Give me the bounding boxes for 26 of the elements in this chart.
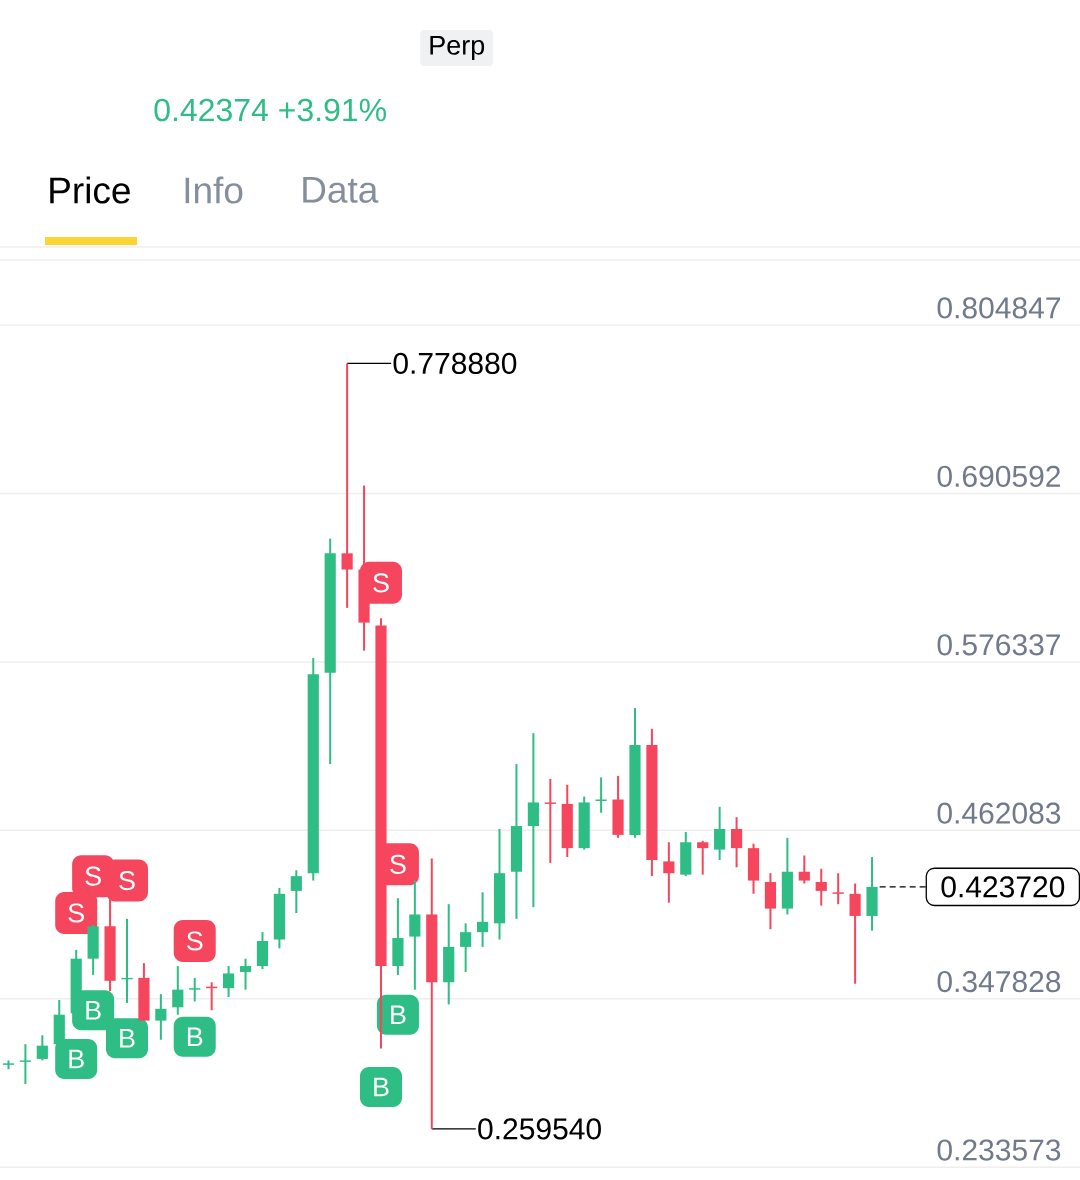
y-tick-label: 0.690592 — [937, 465, 1060, 487]
y-tick-label: 0.576337 — [937, 634, 1060, 656]
text: S — [373, 573, 389, 593]
chart-subtitle: Perp — [430, 35, 485, 61]
y-tick-label: 0.462083 — [937, 802, 1061, 824]
y-tick-label: 0.233573 — [937, 1139, 1061, 1161]
text: S — [85, 866, 101, 886]
text: B — [374, 1077, 389, 1097]
annotation: 0.778880 — [393, 352, 517, 374]
text: Info — [185, 176, 243, 204]
text: B — [391, 1005, 406, 1024]
y-tick-label: 0.804847 — [937, 297, 1060, 319]
series-label: S — [119, 871, 135, 891]
ref-line-label: 0.423720 — [941, 876, 1065, 898]
annotation: 0.259540 — [478, 1118, 601, 1140]
y-tick-label: 0.347828 — [937, 970, 1061, 993]
text: S — [68, 903, 84, 923]
text: Price — [50, 176, 130, 204]
series-label: B — [86, 1000, 101, 1020]
text: Data — [303, 177, 379, 203]
text: S — [186, 931, 203, 951]
text: S — [390, 854, 406, 874]
text: B — [187, 1027, 203, 1047]
text: B — [69, 1049, 84, 1069]
text: B — [120, 1029, 135, 1048]
text: 0.42374 +3.91% — [154, 98, 386, 122]
